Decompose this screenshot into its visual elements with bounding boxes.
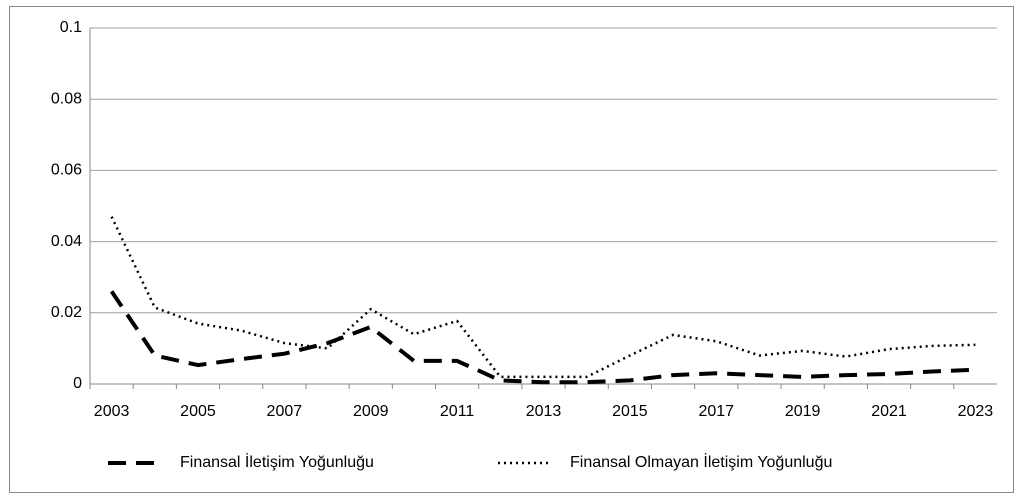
series-line xyxy=(109,290,976,385)
x-tick-label: 2005 xyxy=(180,403,216,420)
x-tick-label: 2015 xyxy=(612,403,648,420)
x-tick-label: 2007 xyxy=(267,403,303,420)
x-tick-label: 2003 xyxy=(94,403,130,420)
x-tick-label: 2009 xyxy=(353,403,389,420)
chart-border xyxy=(9,6,1014,493)
x-tick-label: 2023 xyxy=(958,403,994,420)
x-tick-label: 2019 xyxy=(785,403,821,420)
legend-label: Finansal İletişim Yoğunluğu xyxy=(180,452,374,471)
y-tick-label: 0 xyxy=(73,375,82,392)
y-tick-label: 0.06 xyxy=(51,162,82,179)
x-tick-label: 2011 xyxy=(440,403,475,420)
series-line xyxy=(110,216,976,379)
y-tick-label: 0.08 xyxy=(51,90,82,107)
x-tick-label: 2013 xyxy=(526,403,562,420)
legend-label: Finansal Olmayan İletişim Yoğunluğu xyxy=(570,452,832,471)
y-tick-label: 0.04 xyxy=(51,233,82,250)
x-tick-label: 2021 xyxy=(871,403,907,420)
y-tick-label: 0.1 xyxy=(60,19,82,36)
y-tick-label: 0.02 xyxy=(51,304,82,321)
x-tick-label: 2017 xyxy=(698,403,734,420)
